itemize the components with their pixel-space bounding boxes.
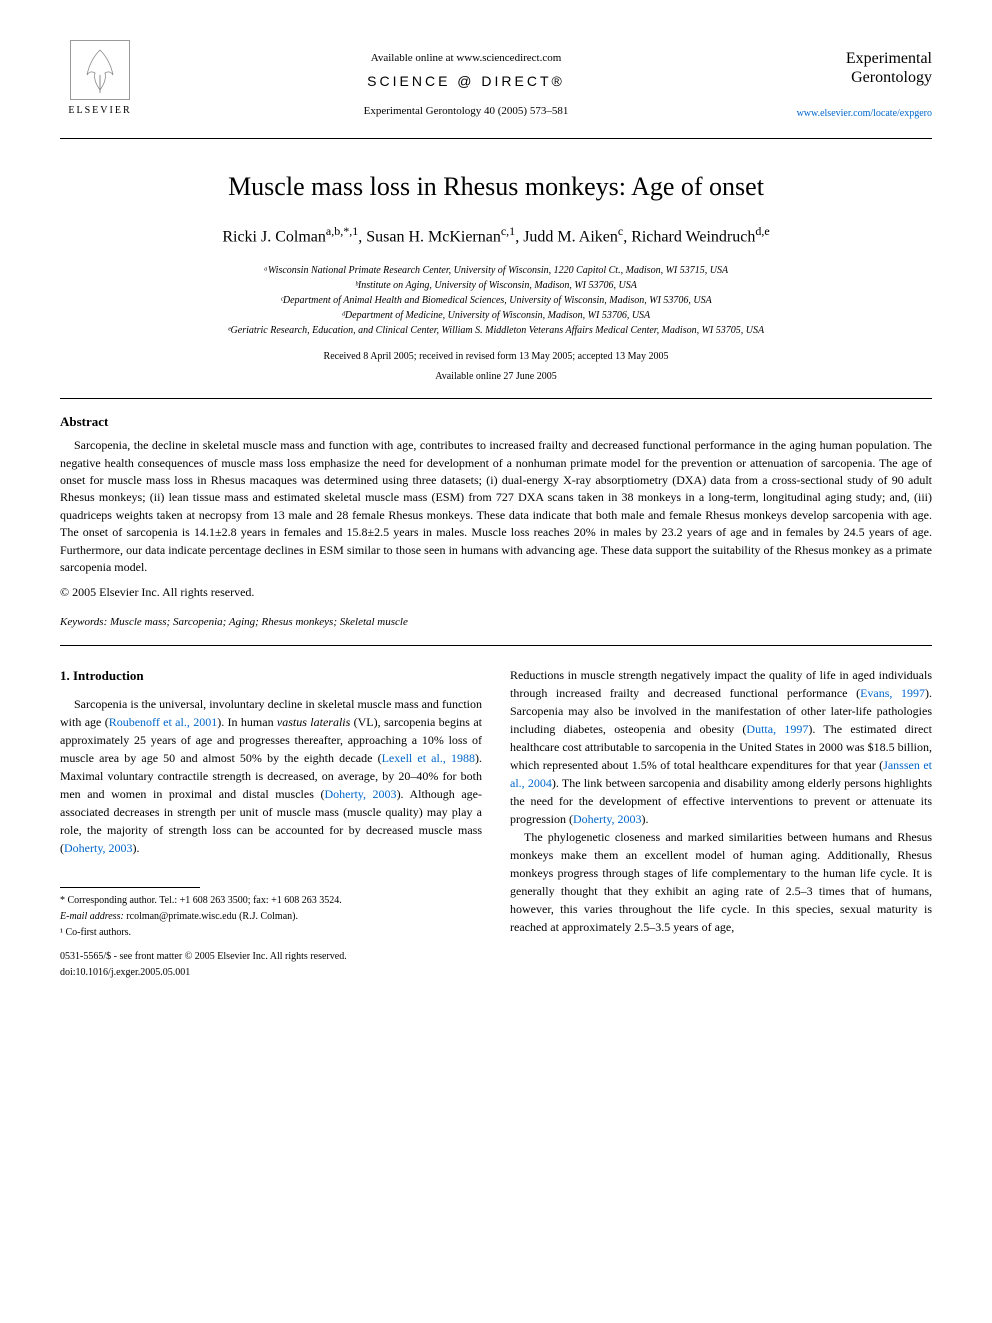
right-column: Reductions in muscle strength negatively… [510,666,932,983]
journal-name-line2: Gerontology [851,69,932,86]
journal-name: Experimental Gerontology [792,49,932,87]
header-rule [60,138,932,139]
header-row: ELSEVIER Available online at www.science… [60,40,932,130]
citation-link[interactable]: Evans, 1997 [860,686,925,700]
affiliation: ᵇInstitute on Aging, University of Wisco… [60,278,932,293]
authors: Ricki J. Colmana,b,*,1, Susan H. McKiern… [60,223,932,249]
keywords-list: Muscle mass; Sarcopenia; Aging; Rhesus m… [110,616,408,628]
citation-link[interactable]: Dutta, 1997 [746,722,808,736]
doi-line: doi:10.1016/j.exger.2005.05.001 [60,966,482,980]
journal-box-wrapper: Experimental Gerontology www.elsevier.co… [792,49,932,121]
abstract-top-rule [60,398,932,399]
affiliation: ᶜDepartment of Animal Health and Biomedi… [60,293,932,308]
email-address[interactable]: rcolman@primate.wisc.edu (R.J. Colman). [126,911,298,922]
affiliation: ᵃWisconsin National Primate Research Cen… [60,263,932,278]
center-header: Available online at www.sciencedirect.co… [140,51,792,119]
journal-url[interactable]: www.elsevier.com/locate/expgero [792,107,932,121]
affiliations: ᵃWisconsin National Primate Research Cen… [60,263,932,338]
left-column: 1. Introduction Sarcopenia is the univer… [60,666,482,983]
footnote-separator [60,887,200,888]
email-line: E-mail address: rcolman@primate.wisc.edu… [60,910,482,924]
citation-link[interactable]: Doherty, 2003 [573,812,642,826]
journal-name-line1: Experimental [846,50,932,67]
issn-line: 0531-5565/$ - see front matter © 2005 El… [60,950,482,964]
affiliation: ᵉGeriatric Research, Education, and Clin… [60,323,932,338]
article-title: Muscle mass loss in Rhesus monkeys: Age … [60,169,932,205]
corresponding-author: * Corresponding author. Tel.: +1 608 263… [60,894,482,908]
intro-para-1: Sarcopenia is the universal, involuntary… [60,695,482,857]
received-dates: Received 8 April 2005; received in revis… [60,350,932,364]
abstract-body: Sarcopenia, the decline in skeletal musc… [60,438,932,574]
abstract-heading: Abstract [60,413,932,431]
keywords-bottom-rule [60,645,932,646]
elsevier-logo: ELSEVIER [60,40,140,130]
citation-link[interactable]: Doherty, 2003 [64,841,133,855]
cofirst-note: ¹ Co-first authors. [60,926,482,940]
intro-para-2: The phylogenetic closeness and marked si… [510,828,932,936]
abstract-text: Sarcopenia, the decline in skeletal musc… [60,437,932,576]
elsevier-name: ELSEVIER [68,104,131,118]
body-columns: 1. Introduction Sarcopenia is the univer… [60,666,932,983]
sciencedirect-logo: SCIENCE @ DIRECT® [140,72,792,92]
citation-link[interactable]: Roubenoff et al., 2001 [109,715,218,729]
intro-para-1-cont: Reductions in muscle strength negatively… [510,666,932,828]
elsevier-tree-icon [70,40,130,100]
keywords: Keywords: Muscle mass; Sarcopenia; Aging… [60,615,932,630]
online-date: Available online 27 June 2005 [60,370,932,384]
available-online-text: Available online at www.sciencedirect.co… [140,51,792,66]
keywords-label: Keywords: [60,616,107,628]
journal-reference: Experimental Gerontology 40 (2005) 573–5… [140,104,792,119]
footnotes: * Corresponding author. Tel.: +1 608 263… [60,894,482,980]
citation-link[interactable]: Doherty, 2003 [324,787,396,801]
copyright: © 2005 Elsevier Inc. All rights reserved… [60,584,932,601]
citation-link[interactable]: Lexell et al., 1988 [382,751,475,765]
affiliation: ᵈDepartment of Medicine, University of W… [60,308,932,323]
intro-heading: 1. Introduction [60,666,482,686]
